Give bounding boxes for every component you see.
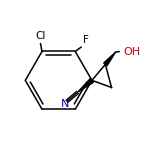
Text: F: F [83,35,89,45]
Text: Cl: Cl [35,31,46,41]
Polygon shape [78,78,93,92]
Polygon shape [104,52,116,66]
Text: N: N [61,99,69,109]
Text: OH: OH [123,47,140,57]
